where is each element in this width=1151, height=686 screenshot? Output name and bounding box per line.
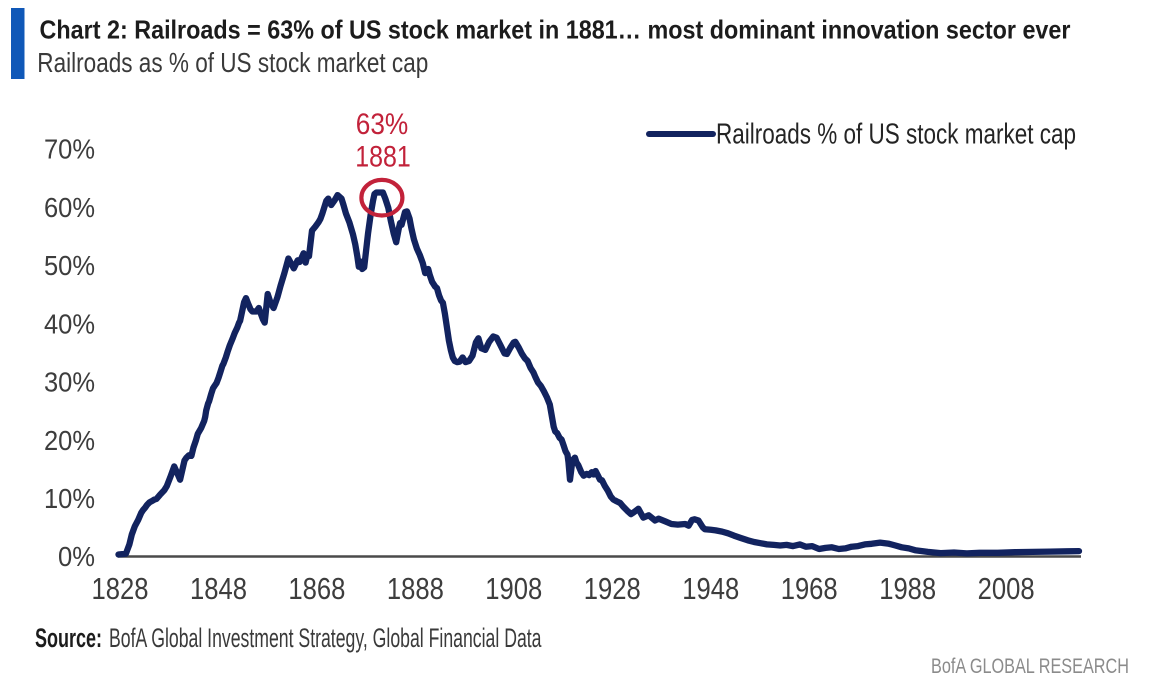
svg-text:BofA GLOBAL RESEARCH: BofA GLOBAL RESEARCH xyxy=(931,655,1129,678)
svg-text:30%: 30% xyxy=(44,367,95,398)
svg-text:1908: 1908 xyxy=(485,572,542,606)
svg-text:Railroads as % of US stock mar: Railroads as % of US stock market cap xyxy=(37,47,428,78)
svg-text:2008: 2008 xyxy=(978,572,1035,606)
svg-text:1828: 1828 xyxy=(92,572,149,606)
svg-text:1928: 1928 xyxy=(584,572,641,606)
svg-text:20%: 20% xyxy=(44,425,95,456)
svg-text:1948: 1948 xyxy=(682,572,739,606)
svg-text:1968: 1968 xyxy=(781,572,838,606)
svg-text:70%: 70% xyxy=(44,134,95,165)
svg-text:1988: 1988 xyxy=(879,572,936,606)
svg-text:60%: 60% xyxy=(44,192,95,223)
svg-text:1868: 1868 xyxy=(288,572,345,606)
svg-text:50%: 50% xyxy=(44,250,95,281)
svg-text:40%: 40% xyxy=(44,308,95,339)
svg-text:Chart 2: Railroads = 63% of US: Chart 2: Railroads = 63% of US stock mar… xyxy=(40,15,1071,45)
svg-text:63%: 63% xyxy=(356,108,409,141)
svg-text:Railroads % of US stock market: Railroads % of US stock market cap xyxy=(716,119,1076,151)
svg-text:10%: 10% xyxy=(44,483,95,514)
svg-text:1848: 1848 xyxy=(190,572,247,606)
svg-text:0%: 0% xyxy=(58,541,95,572)
svg-text:1881: 1881 xyxy=(355,141,411,174)
svg-text:Source:BofA Global Investment: Source: BofA Global Investment Strategy, … xyxy=(35,623,542,653)
svg-text:1888: 1888 xyxy=(387,572,444,606)
